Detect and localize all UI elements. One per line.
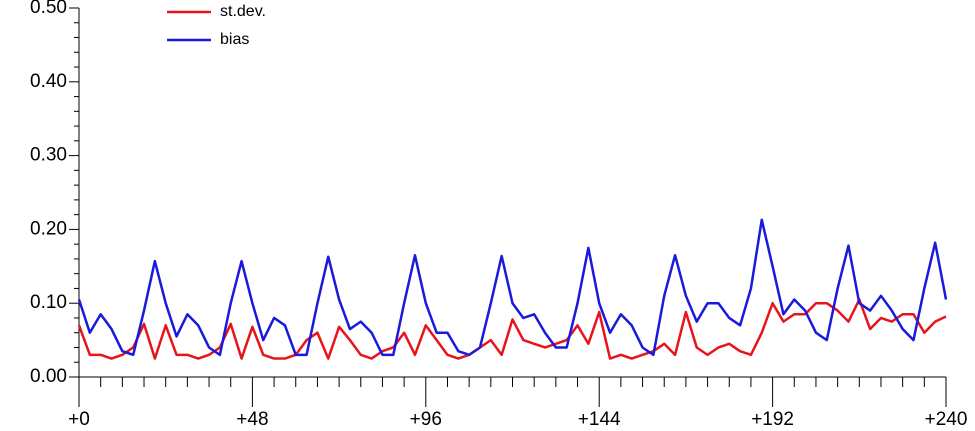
y-tick-label: 0.50 xyxy=(30,0,67,18)
y-tick-label: 0.00 xyxy=(30,366,67,387)
x-tick-label: +0 xyxy=(68,409,90,430)
y-tick-label: 0.40 xyxy=(30,71,67,92)
legend: st.dev. bias xyxy=(167,3,266,48)
legend-label: st.dev. xyxy=(220,3,266,20)
x-tick-label: +96 xyxy=(410,409,442,430)
x-tick-label: +240 xyxy=(925,409,968,430)
y-tick-label: 0.20 xyxy=(30,218,67,239)
x-tick-label: +48 xyxy=(236,409,268,430)
series-line xyxy=(77,218,948,357)
legend-label: bias xyxy=(220,31,249,48)
x-tick-label: +192 xyxy=(751,409,794,430)
x-tick-label: +144 xyxy=(578,409,621,430)
y-tick-label: 0.10 xyxy=(30,292,67,313)
y-tick-label: 0.30 xyxy=(30,145,67,166)
series-line xyxy=(77,298,947,360)
